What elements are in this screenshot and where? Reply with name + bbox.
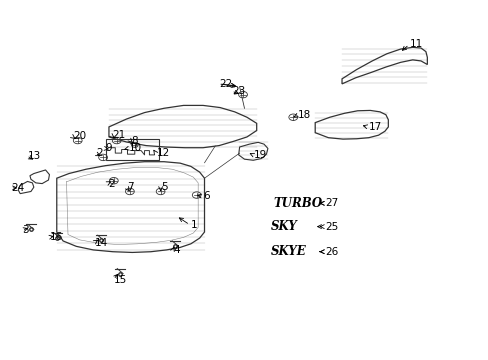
Text: 21: 21 xyxy=(112,130,125,140)
Text: 19: 19 xyxy=(254,150,267,160)
Text: 3: 3 xyxy=(22,225,29,235)
Text: 2: 2 xyxy=(96,148,102,158)
Text: 10: 10 xyxy=(129,143,142,153)
Text: 1: 1 xyxy=(190,220,197,230)
Text: SKY: SKY xyxy=(271,220,298,233)
Text: 13: 13 xyxy=(27,150,41,161)
Text: SKYE: SKYE xyxy=(271,245,306,258)
Text: 25: 25 xyxy=(325,222,338,231)
Text: 12: 12 xyxy=(157,148,170,158)
Text: 7: 7 xyxy=(127,182,134,192)
Text: 20: 20 xyxy=(73,131,86,141)
Text: 14: 14 xyxy=(95,238,108,248)
Text: 22: 22 xyxy=(219,79,232,89)
Text: 15: 15 xyxy=(114,275,127,285)
Text: 16: 16 xyxy=(49,232,62,242)
Text: 17: 17 xyxy=(368,122,381,132)
Text: 23: 23 xyxy=(232,86,245,96)
Text: 6: 6 xyxy=(203,191,209,201)
Text: 2: 2 xyxy=(108,179,114,189)
Text: 4: 4 xyxy=(173,245,180,255)
Text: 8: 8 xyxy=(131,136,138,145)
Bar xyxy=(105,139,159,159)
Text: 24: 24 xyxy=(11,183,24,193)
Text: TURBO: TURBO xyxy=(273,197,322,210)
Text: 26: 26 xyxy=(325,247,338,257)
Text: 18: 18 xyxy=(298,111,311,121)
Text: 5: 5 xyxy=(161,182,168,192)
Text: 9: 9 xyxy=(105,143,112,153)
Text: 11: 11 xyxy=(409,40,423,49)
Text: 27: 27 xyxy=(325,198,338,208)
